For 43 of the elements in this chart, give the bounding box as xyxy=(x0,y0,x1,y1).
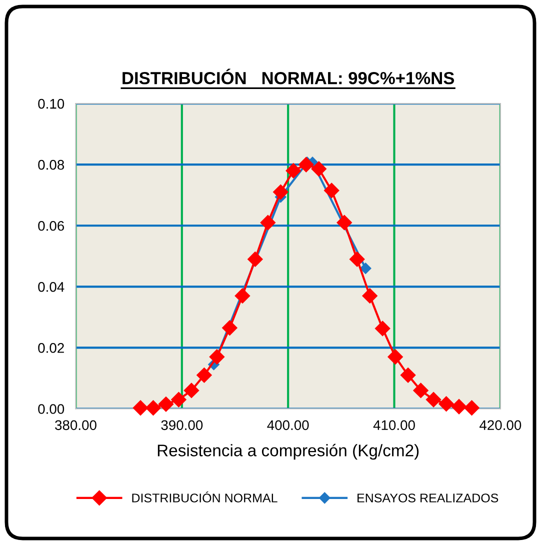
point xyxy=(132,400,148,416)
point xyxy=(171,392,186,408)
point xyxy=(260,215,276,230)
x-tick-label: 410.00 xyxy=(373,420,415,430)
point xyxy=(464,400,480,416)
point xyxy=(158,396,174,412)
point xyxy=(375,320,390,336)
y-tick-label: 0.10 xyxy=(38,98,64,109)
point xyxy=(209,349,225,364)
point xyxy=(273,184,288,200)
chart-title: DISTRIBUCIÓN NORMAL: 99C%+1%NS xyxy=(122,68,454,84)
point xyxy=(311,161,326,176)
y-tick-label: 0.08 xyxy=(38,160,64,170)
point xyxy=(286,163,301,178)
point xyxy=(196,368,212,383)
point xyxy=(336,215,352,230)
y-tick-label: 0.06 xyxy=(38,220,64,231)
point xyxy=(400,368,416,383)
point xyxy=(360,262,372,274)
point xyxy=(324,182,340,198)
y-tick-label: 0.00 xyxy=(38,404,64,414)
x-axis-title: Resistencia a compresión (Kg/cm2) xyxy=(158,444,419,460)
point xyxy=(426,392,442,408)
point xyxy=(350,252,365,267)
x-tick-label: 380.00 xyxy=(55,420,96,430)
point xyxy=(298,157,314,172)
point xyxy=(248,252,263,267)
point xyxy=(413,382,428,398)
legend-label: DISTRIBUCIÓN NORMAL xyxy=(132,491,278,502)
point xyxy=(438,396,454,412)
x-tick-label: 390.00 xyxy=(161,420,203,430)
x-tick-label: 400.00 xyxy=(267,420,309,430)
point xyxy=(451,399,467,414)
point xyxy=(388,349,403,364)
point xyxy=(146,400,161,416)
y-tick-label: 0.04 xyxy=(38,282,64,292)
y-tick-label: 0.02 xyxy=(38,343,64,353)
point xyxy=(234,288,250,304)
x-tick-label: 420.00 xyxy=(480,420,522,430)
point xyxy=(362,288,378,304)
legend-label: ENSAYOS REALIZADOS xyxy=(358,494,498,502)
point xyxy=(222,320,238,336)
point xyxy=(184,382,200,398)
